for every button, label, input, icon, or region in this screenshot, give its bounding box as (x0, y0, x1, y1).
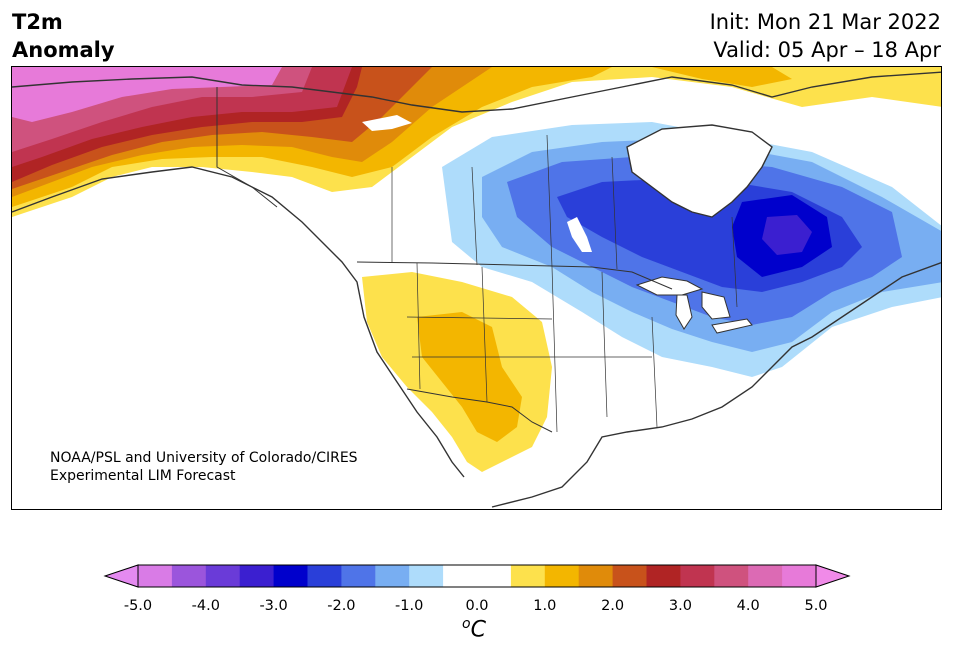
colorbar-tick-label: -5.0 (123, 598, 153, 614)
state-lines (406, 262, 658, 433)
colorbar-cell (239, 565, 275, 587)
colorbar-tick-label: 4.0 (736, 598, 760, 614)
colorbar-cell (578, 565, 614, 587)
lake-winnipeg (567, 217, 592, 252)
warm-gold-sw (417, 312, 522, 442)
colorbar-tick-label: -2.0 (327, 598, 356, 614)
colorbar-cell (171, 565, 207, 587)
hudson-bay (626, 124, 773, 218)
colorbar-cell (205, 565, 241, 587)
colorbar-cell (341, 565, 376, 587)
title-line-2: Anomaly (12, 38, 115, 62)
unit-symbol: C (470, 617, 486, 643)
coastline-west (12, 166, 465, 478)
warm-patch-ne (652, 67, 792, 87)
colorbar-tick-label: 0.0 (465, 598, 489, 614)
colorbar-cell (443, 565, 478, 587)
anomaly-map (12, 67, 941, 508)
colorbar-cell (612, 565, 647, 587)
colorbar-unit: oC (462, 616, 486, 642)
colorbar-cell (544, 565, 580, 587)
colorbar-tick-label: 5.0 (804, 598, 828, 614)
colorbar-over-arrow (815, 564, 851, 588)
colorbar-cell (680, 565, 715, 587)
colorbar-tick-label: -1.0 (395, 598, 424, 614)
great-lake-michigan (675, 294, 693, 330)
colorbar-tick-label: 1.0 (533, 598, 557, 614)
colorbar-cell (646, 565, 681, 587)
colorbar-cell (375, 565, 410, 587)
unit-degree: o (462, 616, 471, 632)
title-line-1: T2m (12, 10, 63, 34)
province-lines (391, 134, 738, 308)
coastline-gulf (491, 261, 941, 508)
map-panel: NOAA/PSL and University of Colorado/CIRE… (11, 66, 942, 510)
colorbar-cell (510, 565, 546, 587)
colorbar-tick-label: 2.0 (601, 598, 625, 614)
great-lake-erie (711, 318, 753, 334)
forecast-dates: Init: Mon 21 Mar 2022 Valid: 05 Apr – 18… (710, 8, 941, 64)
colorbar-outline (137, 564, 817, 588)
colorbar-cell (409, 565, 444, 587)
coastline-arctic (12, 71, 941, 113)
yukon-water (362, 115, 412, 131)
great-lake-huron (701, 291, 731, 320)
data-credit: NOAA/PSL and University of Colorado/CIRE… (50, 449, 358, 485)
colorbar-cell (138, 565, 173, 587)
alaska-border (216, 87, 278, 208)
colorbar-cells (138, 565, 817, 587)
colorbar-cell (782, 565, 817, 587)
colorbar-cell (307, 565, 342, 587)
colorbar-cell (477, 565, 512, 587)
colorbar-tick-label: 3.0 (668, 598, 692, 614)
cool-violet-core (762, 215, 812, 255)
us-mexico-border (406, 388, 553, 433)
credit-line-2: Experimental LIM Forecast (50, 468, 236, 484)
credit-line-1: NOAA/PSL and University of Colorado/CIRE… (50, 450, 358, 466)
colorbar-cell (748, 565, 783, 587)
colorbar-cell (273, 565, 308, 587)
colorbar-cell (714, 565, 749, 587)
valid-range: Valid: 05 Apr – 18 Apr (713, 38, 941, 62)
colorbar-under-arrow (103, 564, 139, 588)
colorbar-tick-label: -3.0 (259, 598, 288, 614)
init-date: Init: Mon 21 Mar 2022 (709, 10, 941, 34)
plot-title: T2m Anomaly (12, 8, 115, 64)
colorbar-tick-label: -4.0 (191, 598, 220, 614)
